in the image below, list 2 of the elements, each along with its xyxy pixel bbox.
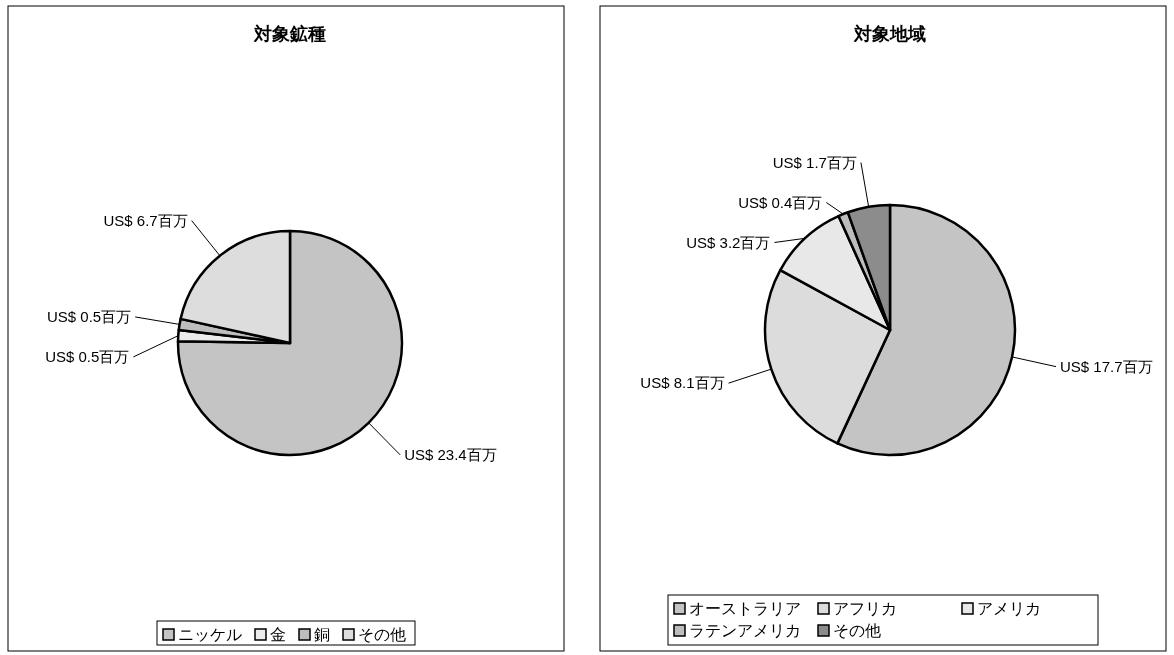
chart-title: 対象地域 [853,24,926,44]
chart-title: 対象鉱種 [253,24,326,44]
